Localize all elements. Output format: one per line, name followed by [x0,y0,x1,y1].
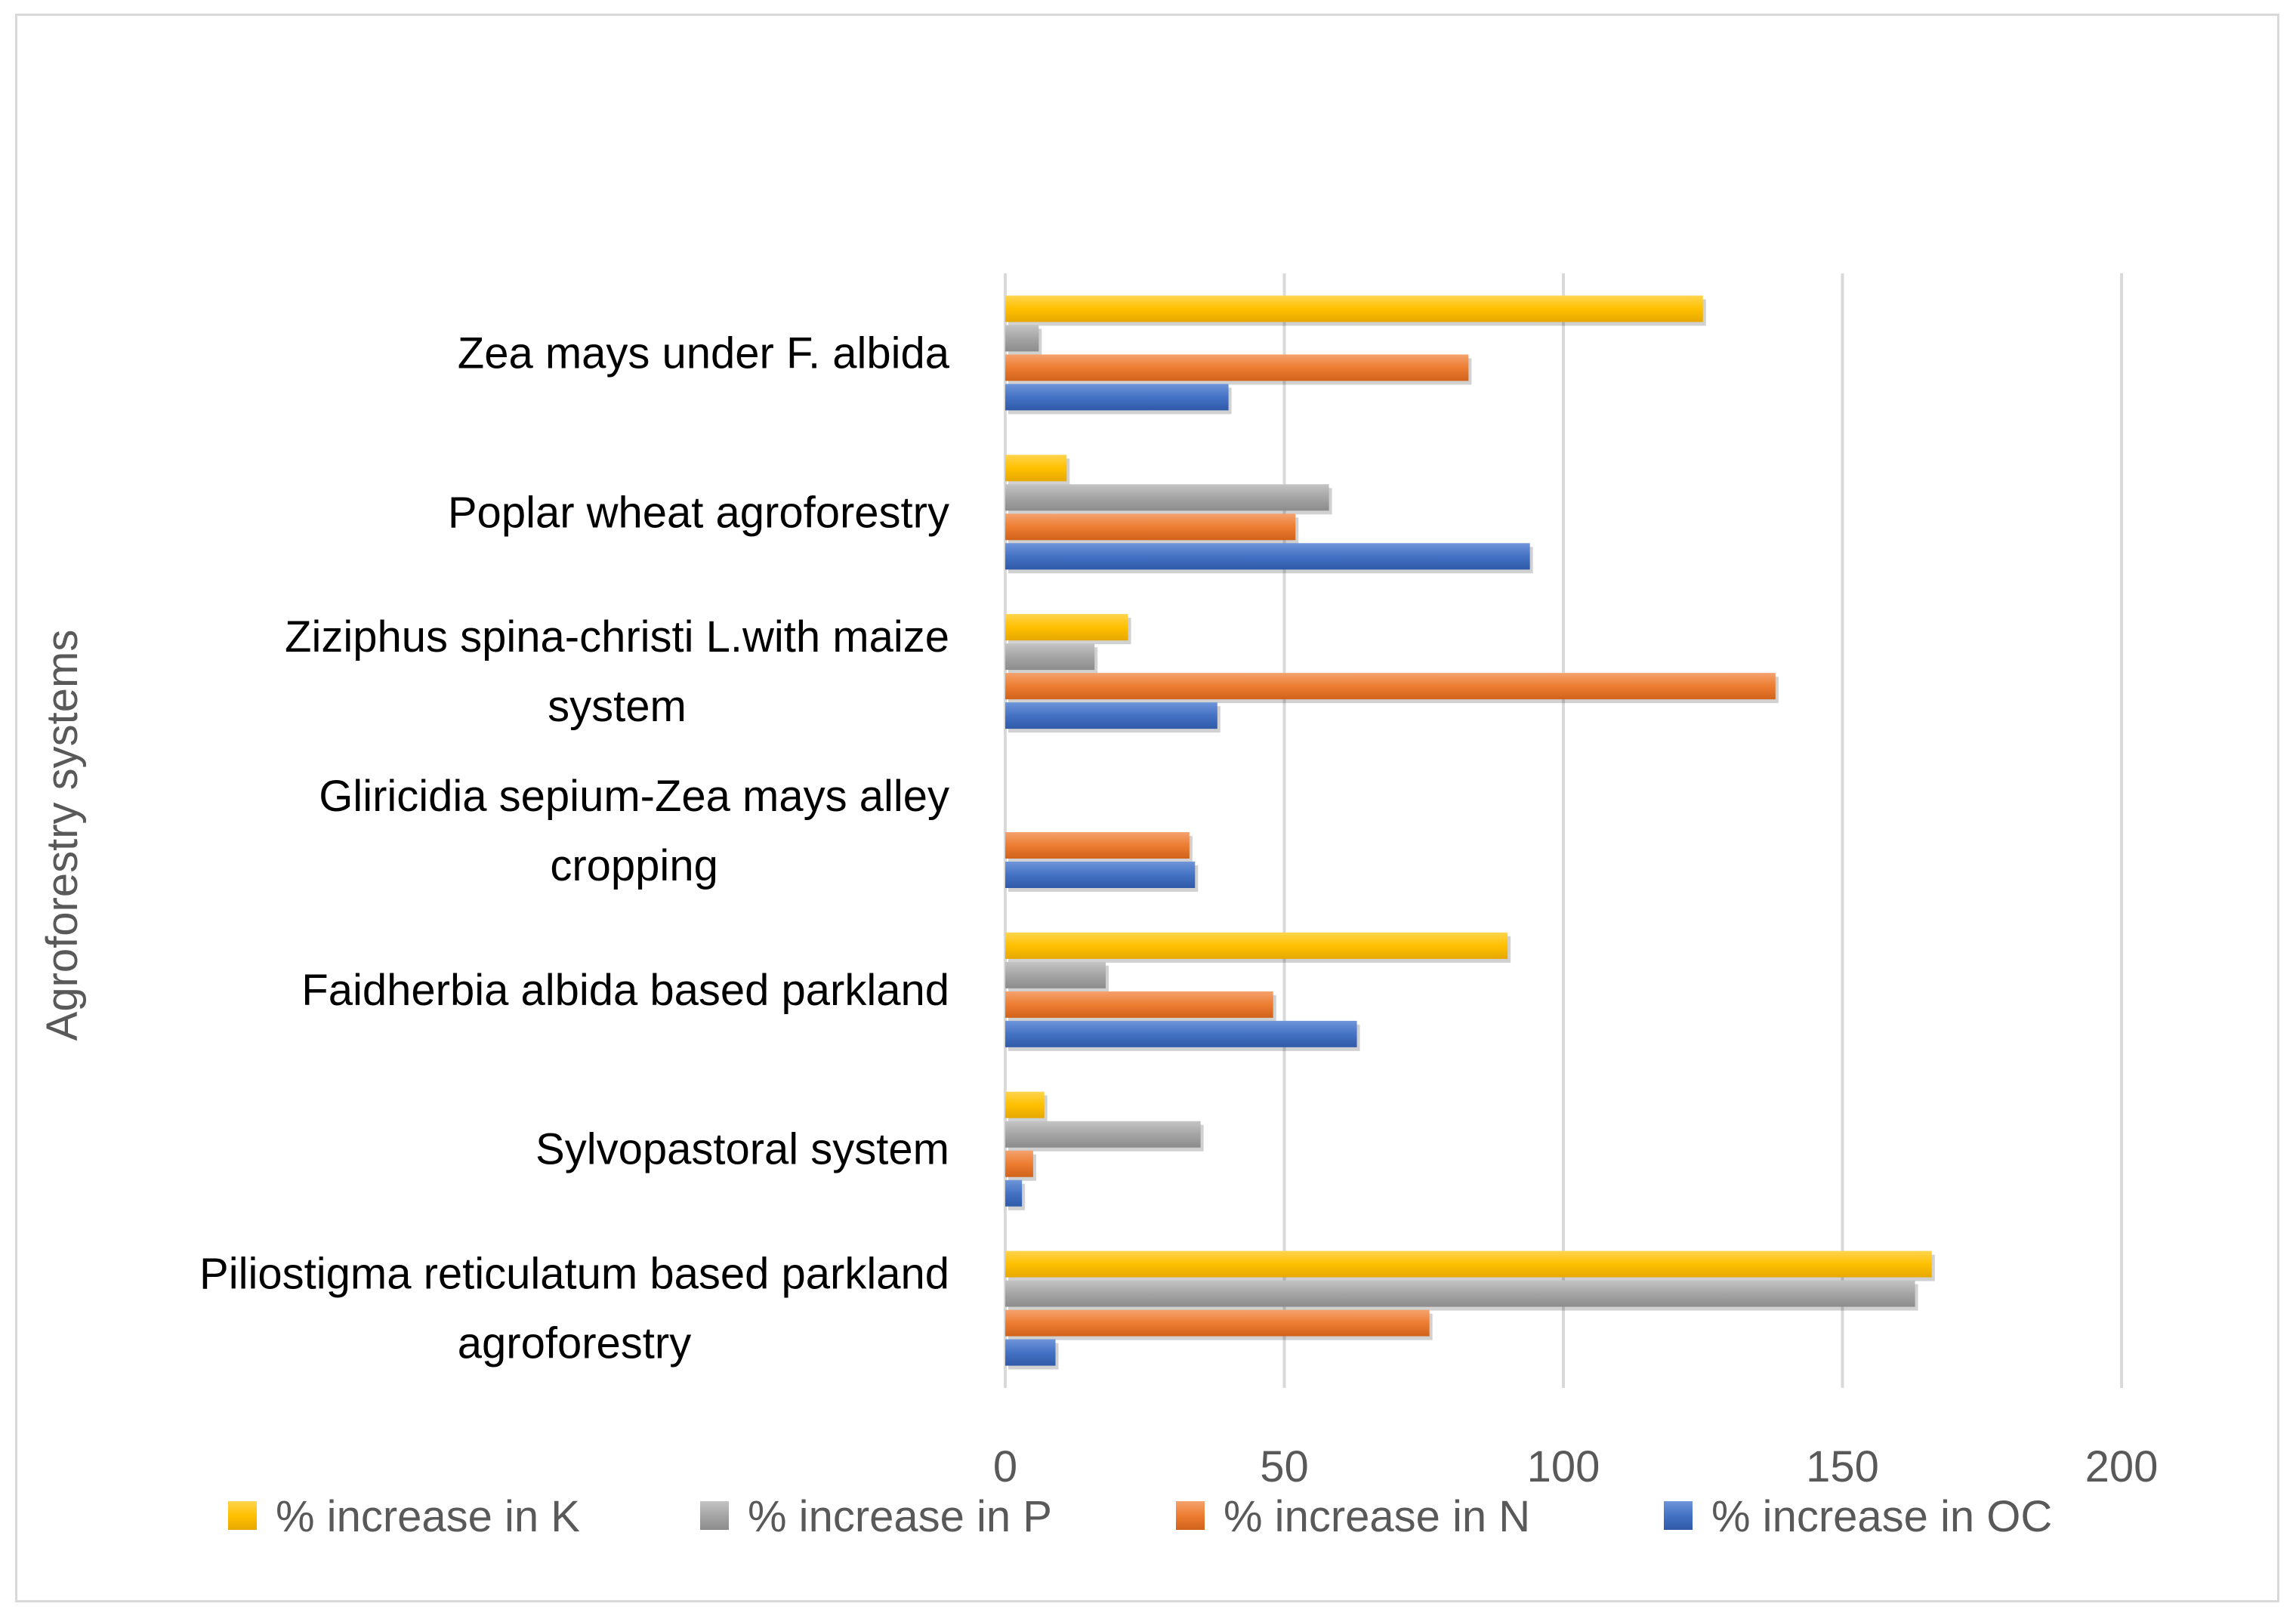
bar-5-increase-in-n [1005,991,1273,1018]
bar-7-increase-in-p [1005,1280,1915,1307]
category-label-line: Faidherbia albida based parkland [301,966,949,1015]
bar-5-increase-in-oc [1005,1020,1357,1047]
bar-7-increase-in-oc [1005,1339,1056,1366]
category-label: Faidherbia albida based parkland [301,966,949,1015]
bar-2-increase-in-n [1005,513,1296,541]
x-tick-label: 50 [1260,1442,1309,1491]
bar-3-increase-in-p [1005,643,1095,671]
category-label-line: Piliostigma reticulatum based parkland [199,1250,949,1299]
category-label-line: system [548,682,687,731]
legend-swatch [700,1501,729,1530]
bar-3-increase-in-k [1005,614,1128,641]
bar-2-increase-in-k [1005,455,1067,482]
bar-7-increase-in-n [1005,1309,1430,1337]
bar-6-increase-in-k [1005,1091,1045,1118]
bar-5-increase-in-k [1005,932,1508,959]
chart-frame [15,14,2279,1602]
bar-5-increase-in-p [1005,961,1106,988]
legend-swatch [228,1501,257,1530]
x-tick-label: 200 [2085,1442,2159,1491]
category-label: Zea mays under F. albida [458,328,950,378]
x-tick-label: 0 [993,1442,1017,1491]
x-tick-label: 100 [1527,1442,1600,1491]
bar-1-increase-in-p [1005,325,1039,352]
category-label: Poplar wheat agroforestry [448,488,949,537]
legend-label: % increase in N [1224,1492,1530,1541]
category-label-line: cropping [550,841,718,890]
category-label-line: Zea mays under F. albida [458,328,950,378]
legend-swatch [1176,1501,1205,1530]
legend-swatch [1664,1501,1693,1530]
category-label-line: Ziziphus spina-christi L.with maize [285,612,949,661]
category-label-line: Sylvopastoral system [535,1125,949,1174]
x-tick-label: 150 [1806,1442,1879,1491]
category-label-line: agroforestry [458,1319,691,1368]
bar-4-increase-in-oc [1005,862,1196,888]
bar-6-increase-in-p [1005,1121,1201,1148]
bar-6-increase-in-oc [1005,1179,1023,1207]
bar-2-increase-in-oc [1005,543,1530,570]
category-label-line: Gliricidia sepium-Zea mays alley [319,772,949,821]
legend-label: % increase in K [276,1492,580,1541]
category-label: Ziziphus spina-christi L.with maize syste… [285,612,949,731]
bar-2-increase-in-p [1005,484,1329,511]
bar-1-increase-in-n [1005,354,1469,381]
category-label: Gliricidia sepium-Zea mays alley cropping [319,772,949,890]
category-labels: Zea mays under F. albida Poplar wheat agr… [199,328,950,1368]
category-label: Piliostigma reticulatum based parkland ag… [199,1250,949,1368]
bar-7-increase-in-k [1005,1250,1932,1278]
gridlines [1004,273,2123,1388]
bar-1-increase-in-oc [1005,384,1229,411]
bar-3-increase-in-n [1005,673,1776,700]
legend-label: % increase in P [748,1492,1052,1541]
x-tick-labels: 0 50 100 150 200 [993,1442,2159,1491]
y-axis-title: Agroforestry systems [38,630,87,1041]
bar-4-increase-in-n [1005,832,1190,859]
category-label-line: Poplar wheat agroforestry [448,488,949,537]
bar-1-increase-in-k [1005,295,1703,322]
legend: % increase in K % increase in P % increase… [228,1492,2052,1541]
bar-3-increase-in-oc [1005,702,1217,729]
legend-label: % increase in OC [1711,1492,2052,1541]
category-label: Sylvopastoral system [535,1125,949,1174]
bar-6-increase-in-n [1005,1150,1033,1177]
bars [1005,295,1935,1370]
